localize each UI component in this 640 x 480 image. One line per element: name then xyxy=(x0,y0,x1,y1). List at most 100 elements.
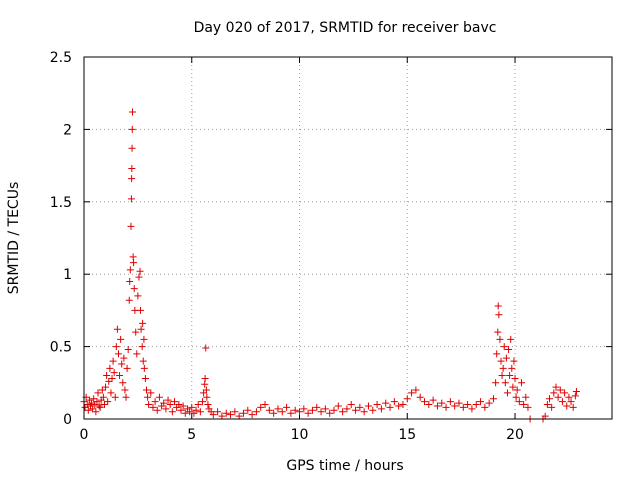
data-point-marker xyxy=(128,144,136,152)
data-point-marker xyxy=(139,357,147,365)
data-point-marker xyxy=(283,403,291,411)
data-point-marker xyxy=(304,409,312,417)
data-point-marker xyxy=(502,354,510,362)
data-point-marker xyxy=(136,306,144,314)
data-point-marker xyxy=(160,399,168,407)
data-point-marker xyxy=(412,386,420,394)
data-point-marker xyxy=(554,393,562,401)
data-point-marker xyxy=(116,372,124,380)
data-point-marker xyxy=(155,393,163,401)
data-point-marker xyxy=(270,409,278,417)
data-point-marker xyxy=(140,364,148,372)
y-tick-label: 2 xyxy=(63,122,72,138)
data-point-marker xyxy=(122,393,130,401)
data-point-marker xyxy=(128,164,136,172)
data-point-marker xyxy=(121,386,129,394)
data-point-marker xyxy=(517,379,525,387)
data-point-marker xyxy=(522,393,530,401)
data-point-marker xyxy=(179,402,187,410)
data-point-marker xyxy=(113,325,121,333)
data-point-marker xyxy=(567,398,575,406)
data-point-marker xyxy=(508,364,516,372)
y-tick-label: 1 xyxy=(63,267,72,283)
y-tick-label: 2.5 xyxy=(50,50,72,66)
data-point-marker xyxy=(144,393,152,401)
data-point-marker xyxy=(128,125,136,133)
data-point-marker xyxy=(235,412,243,420)
data-point-marker xyxy=(291,406,299,414)
data-point-marker xyxy=(498,372,506,380)
x-axis-ticks: 0 5 10 15 20 xyxy=(80,57,524,443)
x-tick-label: 0 xyxy=(80,427,89,443)
data-point-marker xyxy=(496,335,504,343)
data-point-marker xyxy=(556,386,564,394)
data-point-marker xyxy=(558,398,566,406)
data-point-marker xyxy=(90,395,98,403)
data-point-marker xyxy=(92,408,100,416)
x-tick-label: 5 xyxy=(187,427,196,443)
data-point-marker xyxy=(308,406,316,414)
data-point-marker xyxy=(501,379,509,387)
data-point-marker xyxy=(100,401,108,409)
data-point-marker xyxy=(261,401,269,409)
data-point-marker xyxy=(162,405,170,413)
data-point-marker xyxy=(548,403,556,411)
y-axis-title: SRMTID / TECUs xyxy=(6,182,22,295)
data-point-marker xyxy=(278,408,286,416)
data-point-marker xyxy=(313,403,321,411)
data-point-marker xyxy=(550,389,558,397)
data-point-marker xyxy=(408,389,416,397)
data-point-marker xyxy=(494,302,502,310)
data-point-marker xyxy=(520,401,528,409)
data-point-marker xyxy=(164,396,172,404)
data-point-marker xyxy=(317,408,325,416)
data-point-marker xyxy=(95,402,103,410)
data-point-marker xyxy=(231,408,239,416)
data-point-marker xyxy=(127,222,135,230)
data-point-marker xyxy=(137,325,145,333)
data-point-marker xyxy=(151,398,159,406)
data-point-marker xyxy=(421,398,429,406)
data-point-marker xyxy=(433,402,441,410)
data-point-marker xyxy=(194,401,202,409)
data-point-marker xyxy=(128,175,136,183)
data-point-marker xyxy=(135,273,143,281)
data-point-marker xyxy=(128,108,136,116)
data-point-marker xyxy=(177,406,185,414)
data-point-marker xyxy=(373,401,381,409)
data-point-marker xyxy=(399,401,407,409)
data-point-marker xyxy=(503,389,511,397)
data-point-marker xyxy=(390,398,398,406)
data-point-marker xyxy=(227,411,235,419)
data-point-marker xyxy=(118,360,126,368)
data-point-marker xyxy=(188,403,196,411)
data-point-marker xyxy=(142,386,150,394)
chart-title: Day 020 of 2017, SRMTID for receiver bav… xyxy=(194,20,497,36)
data-point-marker xyxy=(257,403,265,411)
data-point-marker xyxy=(505,345,513,353)
data-point-marker xyxy=(377,405,385,413)
data-point-marker xyxy=(102,383,110,391)
data-point-marker xyxy=(138,343,146,351)
data-point-marker xyxy=(571,392,579,400)
data-point-marker xyxy=(382,399,390,407)
data-point-marker xyxy=(343,405,351,413)
data-point-marker xyxy=(546,395,554,403)
data-point-marker xyxy=(153,406,161,414)
data-point-marker xyxy=(126,277,134,285)
data-point-marker xyxy=(149,403,157,411)
data-point-marker xyxy=(493,350,501,358)
data-point-marker xyxy=(201,374,209,382)
data-point-marker xyxy=(145,401,153,409)
data-point-marker xyxy=(94,389,102,397)
data-point-marker xyxy=(108,374,116,382)
y-axis-ticks: 0 0.5 1 1.5 2 2.5 xyxy=(50,50,612,428)
data-point-marker xyxy=(123,364,131,372)
data-point-marker xyxy=(89,405,97,413)
data-point-marker xyxy=(446,398,454,406)
data-point-marker xyxy=(166,401,174,409)
data-point-marker xyxy=(114,350,122,358)
x-tick-label: 10 xyxy=(291,427,309,443)
data-point-marker xyxy=(265,406,273,414)
y-tick-label: 0.5 xyxy=(50,340,72,356)
